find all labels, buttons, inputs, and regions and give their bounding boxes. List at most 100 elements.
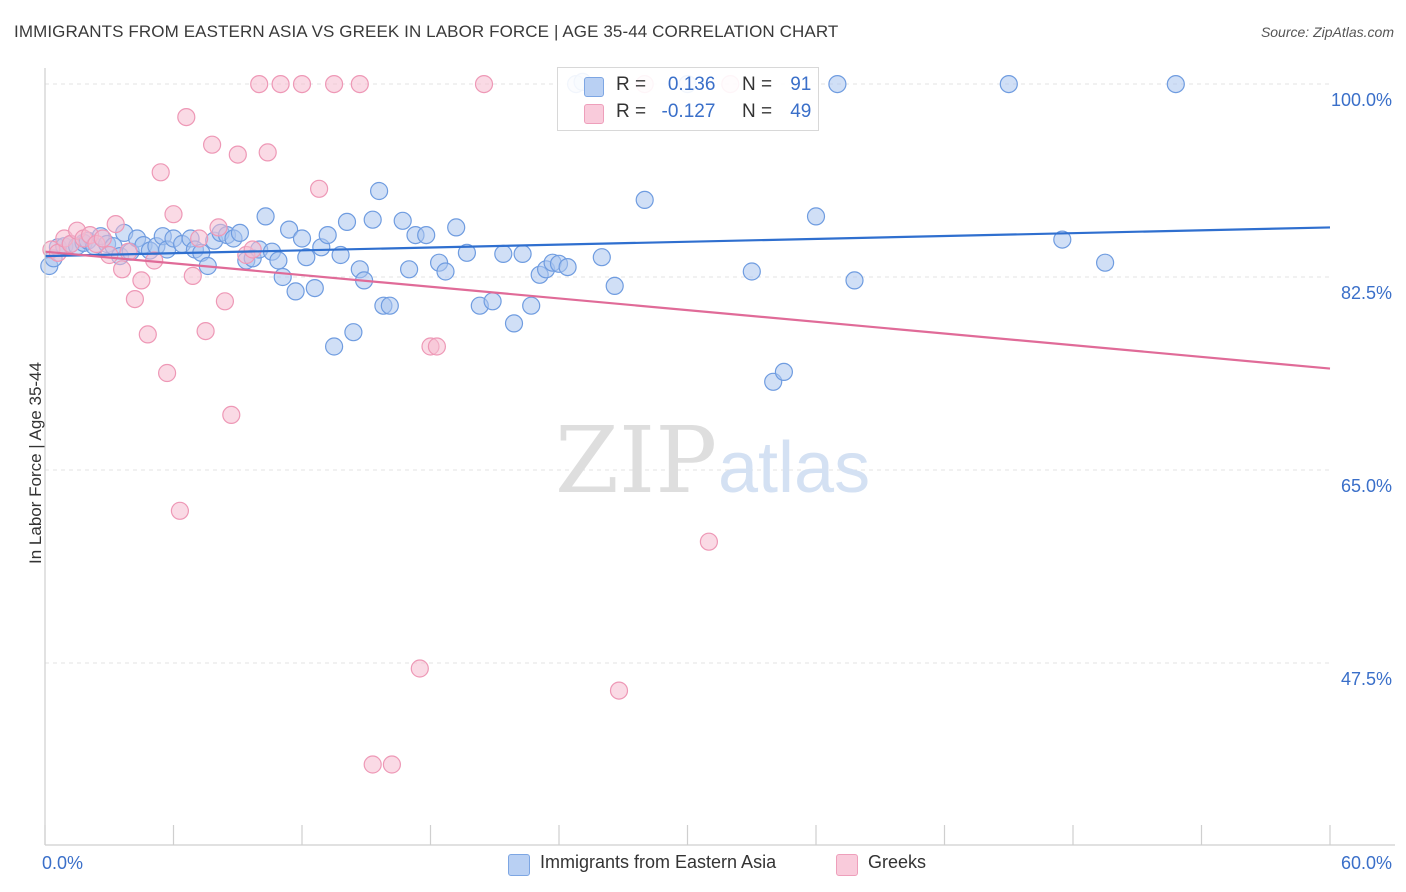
legend-label-greeks: Greeks xyxy=(868,852,927,872)
point-greeks xyxy=(112,260,132,279)
point-greeks xyxy=(215,292,234,311)
point-eastern-asia xyxy=(292,229,312,248)
point-greeks xyxy=(93,229,112,248)
point-eastern-asia xyxy=(1095,253,1115,272)
point-greeks xyxy=(183,266,202,285)
point-eastern-asia xyxy=(318,226,337,245)
y-tick-label: 65.0% xyxy=(1341,476,1392,496)
point-eastern-asia xyxy=(230,223,249,242)
axes xyxy=(44,68,1395,846)
point-eastern-asia xyxy=(305,279,324,298)
point-eastern-asia xyxy=(417,226,436,245)
point-eastern-asia xyxy=(513,244,532,263)
point-eastern-asia xyxy=(273,267,292,287)
y-tick-label: 100.0% xyxy=(1331,90,1392,110)
point-eastern-asia xyxy=(286,282,305,301)
point-eastern-asia xyxy=(605,276,624,295)
point-eastern-asia xyxy=(393,211,412,230)
point-greeks xyxy=(699,532,719,551)
point-eastern-asia xyxy=(483,292,502,311)
legend-label-eastern-asia: Immigrants from Eastern Asia xyxy=(540,852,777,872)
point-eastern-asia xyxy=(1053,230,1072,249)
x-tick-label: 0.0% xyxy=(42,853,83,873)
point-eastern-asia xyxy=(774,362,794,381)
trend-line-greeks xyxy=(44,250,1331,370)
point-greeks xyxy=(410,659,429,678)
point-greeks xyxy=(164,205,183,224)
point-eastern-asia xyxy=(380,296,399,315)
n-value-eastern-asia: 91 xyxy=(790,74,812,95)
point-eastern-asia xyxy=(337,212,357,231)
y-tick-label: 47.5% xyxy=(1341,669,1392,689)
point-greeks xyxy=(151,163,170,182)
point-greeks xyxy=(250,74,269,94)
point-eastern-asia xyxy=(457,243,476,262)
correlation-legend: R = 0.136 N = 91 R = -0.127 N = 49 xyxy=(557,67,819,131)
point-eastern-asia xyxy=(1166,74,1185,94)
point-eastern-asia xyxy=(592,248,611,267)
point-eastern-asia xyxy=(845,271,864,290)
point-eastern-asia xyxy=(331,245,350,265)
point-greeks xyxy=(228,145,247,164)
x-tick-label: 60.0% xyxy=(1341,853,1392,873)
point-eastern-asia xyxy=(400,260,419,279)
pink-swatch xyxy=(836,854,858,876)
point-greeks xyxy=(258,143,277,162)
point-greeks xyxy=(209,218,228,237)
point-eastern-asia xyxy=(806,207,826,226)
point-greeks xyxy=(203,135,222,154)
point-eastern-asia xyxy=(494,244,513,263)
source-label: Source: ZipAtlas.com xyxy=(1260,24,1394,40)
r-label: R = xyxy=(616,74,647,95)
watermark-atlas: atlas xyxy=(718,428,870,508)
point-greeks xyxy=(170,501,189,520)
point-eastern-asia xyxy=(325,337,344,356)
point-greeks xyxy=(190,229,209,248)
point-greeks xyxy=(138,325,157,344)
r-label: R = xyxy=(616,101,647,122)
point-greeks xyxy=(222,405,241,424)
point-eastern-asia xyxy=(256,207,275,226)
point-greeks xyxy=(325,74,344,94)
point-eastern-asia xyxy=(742,262,761,281)
point-greeks xyxy=(177,107,196,127)
point-eastern-asia xyxy=(280,220,299,239)
point-eastern-asia xyxy=(504,314,524,333)
point-eastern-asia xyxy=(363,210,382,229)
point-eastern-asia xyxy=(828,74,847,94)
r-value-eastern-asia: 0.136 xyxy=(667,74,716,95)
point-eastern-asia xyxy=(635,190,654,209)
point-eastern-asia xyxy=(370,181,389,201)
point-greeks xyxy=(292,74,312,94)
watermark-zip: ZIP xyxy=(555,407,717,514)
point-greeks xyxy=(310,179,329,198)
point-eastern-asia xyxy=(436,262,455,281)
point-eastern-asia xyxy=(558,258,577,277)
pink-swatch xyxy=(584,104,604,124)
point-eastern-asia xyxy=(344,323,363,342)
point-greeks xyxy=(106,215,125,234)
point-eastern-asia xyxy=(999,74,1018,94)
point-eastern-asia xyxy=(522,296,541,315)
y-axis-label: In Labor Force | Age 35-44 xyxy=(26,362,45,564)
n-label: N = xyxy=(741,101,773,122)
point-greeks xyxy=(243,240,262,259)
point-greeks xyxy=(350,74,369,94)
trend-line-eastern-asia xyxy=(44,226,1331,258)
watermark: ZIP atlas xyxy=(555,407,870,514)
point-greeks xyxy=(196,322,215,341)
point-greeks xyxy=(158,363,177,383)
point-eastern-asia xyxy=(269,251,288,270)
blue-swatch xyxy=(508,854,530,876)
n-value-greeks: 49 xyxy=(790,101,812,122)
r-value-greeks: -0.127 xyxy=(661,101,716,122)
tick-labels: 100.0% 82.5% 65.0% 47.5% 0.0% 60.0% xyxy=(42,90,1392,873)
point-greeks xyxy=(427,337,446,356)
trend-lines xyxy=(44,226,1331,370)
point-greeks xyxy=(382,755,401,774)
chart-title: IMMIGRANTS FROM EASTERN ASIA VS GREEK IN… xyxy=(14,22,839,41)
blue-swatch xyxy=(584,77,604,97)
y-tick-label: 82.5% xyxy=(1341,283,1392,303)
point-eastern-asia xyxy=(297,248,316,267)
